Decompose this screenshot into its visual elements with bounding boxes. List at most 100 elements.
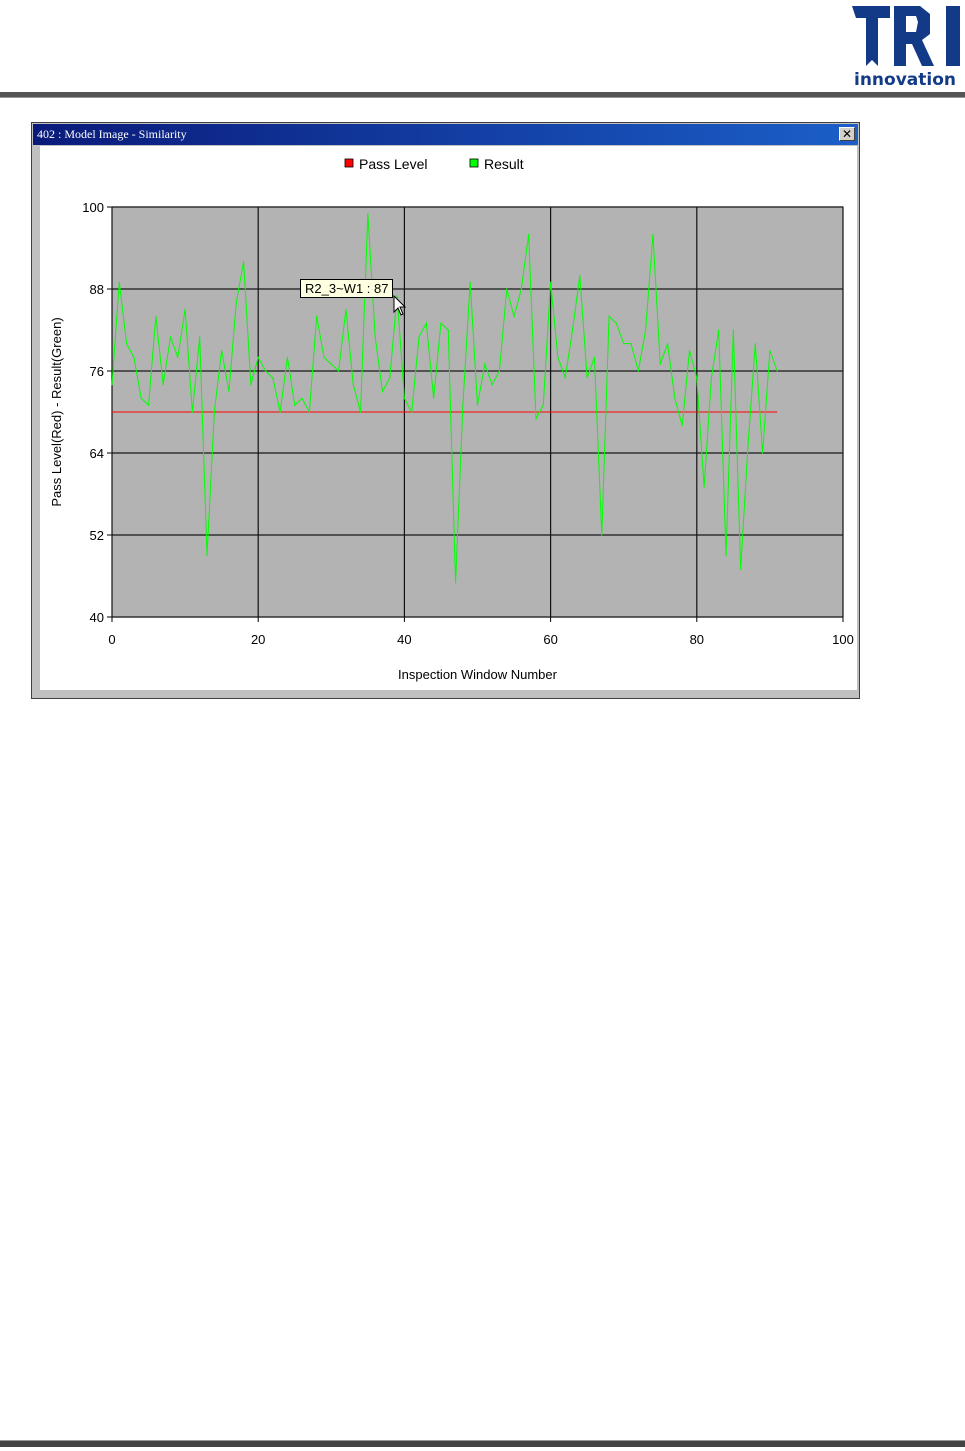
result-point	[169, 336, 172, 338]
result-point	[213, 411, 215, 413]
result-point	[484, 363, 486, 365]
x-tick-label: 100	[832, 632, 854, 647]
result-point	[257, 356, 259, 358]
result-point	[184, 308, 186, 311]
window-titlebar[interactable]: 402 : Model Image - Similarity ✕	[33, 124, 858, 145]
result-point	[140, 397, 142, 399]
result-point	[659, 363, 661, 365]
result-point	[440, 322, 442, 324]
result-point	[652, 233, 654, 235]
result-point	[264, 370, 267, 372]
y-tick-label: 64	[90, 446, 104, 461]
result-point	[126, 343, 128, 345]
result-point	[557, 356, 559, 358]
x-tick-label: 40	[397, 632, 411, 647]
result-point	[155, 315, 157, 317]
result-point	[571, 329, 574, 331]
result-point	[703, 486, 705, 488]
result-point	[118, 281, 120, 283]
result-point	[688, 349, 691, 352]
result-point	[674, 397, 676, 399]
close-button[interactable]: ✕	[839, 127, 855, 141]
result-point	[542, 404, 544, 406]
result-point	[645, 329, 647, 331]
result-point	[177, 356, 179, 358]
result-point	[462, 404, 464, 406]
result-point	[754, 343, 756, 345]
result-point	[593, 356, 596, 358]
result-point	[323, 356, 325, 358]
result-point	[235, 302, 237, 304]
result-point	[718, 329, 720, 331]
result-point	[111, 384, 113, 386]
result-point	[732, 329, 734, 331]
legend-swatch-pass-level	[344, 158, 354, 168]
result-point	[586, 377, 588, 379]
x-axis-label: Inspection Window Number	[398, 667, 558, 682]
result-point	[147, 404, 150, 406]
result-point	[608, 315, 610, 317]
result-point	[666, 343, 669, 345]
result-point	[528, 233, 530, 235]
result-point	[374, 336, 376, 338]
result-point	[740, 568, 742, 570]
result-point	[615, 322, 617, 324]
result-point	[710, 377, 713, 379]
header-divider	[0, 92, 965, 98]
result-point	[579, 274, 581, 276]
result-point	[681, 425, 683, 427]
result-point	[403, 397, 405, 399]
result-point	[513, 315, 515, 317]
logo-subtext: innovation	[854, 70, 956, 90]
result-point	[359, 411, 362, 413]
result-point	[389, 377, 391, 379]
result-point	[330, 363, 332, 365]
result-point	[433, 397, 435, 399]
footer-divider	[0, 1440, 965, 1447]
result-point	[454, 582, 457, 584]
result-line	[111, 213, 778, 583]
x-tick-label: 60	[543, 632, 557, 647]
x-tick-label: 80	[690, 632, 704, 647]
legend-swatch-result	[469, 158, 479, 168]
result-point	[411, 411, 413, 413]
result-point	[469, 281, 471, 283]
result-point	[279, 411, 281, 413]
result-point	[761, 452, 764, 454]
result-point	[338, 370, 340, 372]
similarity-chart: 40 52 64 76 88 100 0 20 40 60 80 100 Inspection Wind…	[49, 156, 854, 682]
result-point	[630, 343, 632, 345]
result-point	[418, 336, 420, 338]
result-point	[345, 308, 347, 311]
y-tick-label: 76	[90, 364, 104, 379]
point-tooltip: R2_3~W1 : 87	[300, 279, 394, 298]
result-point	[623, 343, 625, 345]
result-point	[286, 356, 289, 358]
result-point	[535, 418, 537, 420]
result-point	[191, 411, 194, 413]
y-tick-label: 88	[90, 282, 104, 297]
result-point	[550, 281, 552, 283]
tri-logo	[852, 6, 960, 66]
result-point	[520, 288, 522, 290]
mouse-cursor-icon	[393, 295, 407, 316]
result-point	[696, 377, 698, 379]
result-point	[367, 213, 369, 215]
result-point	[308, 411, 310, 413]
result-point	[506, 288, 508, 290]
result-point	[498, 370, 501, 372]
result-point	[396, 295, 398, 297]
result-point	[564, 377, 566, 379]
x-tick-label: 0	[108, 632, 115, 647]
result-point	[776, 370, 778, 372]
result-point	[162, 384, 164, 386]
result-point	[221, 349, 223, 352]
result-point	[316, 315, 318, 317]
result-point	[381, 390, 384, 393]
result-point	[199, 336, 201, 338]
result-point	[228, 390, 230, 393]
result-point	[294, 404, 296, 406]
result-point	[301, 397, 303, 399]
result-point	[769, 349, 771, 352]
y-axis-label: Pass Level(Red) - Result(Green)	[49, 317, 64, 506]
